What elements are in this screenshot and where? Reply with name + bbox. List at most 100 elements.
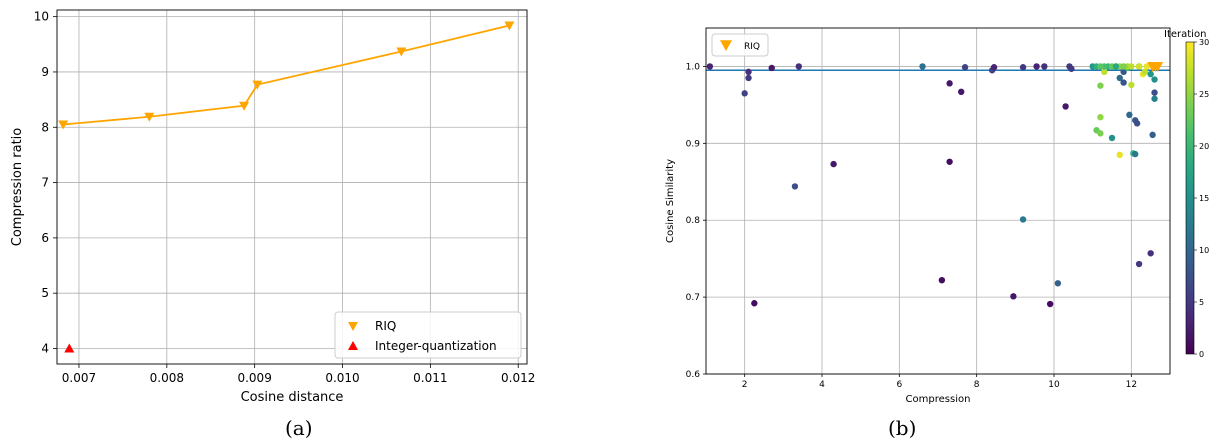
- x-tick-label-a: 0.011: [413, 371, 447, 385]
- x-tick-label-a: 0.010: [325, 371, 359, 385]
- scatter-point: [1112, 63, 1120, 70]
- scatter-point: [919, 63, 926, 70]
- y-tick-label-a: 8: [41, 120, 49, 134]
- x-tick-label-b: 4: [819, 380, 825, 390]
- x-tick-label-b: 2: [742, 380, 748, 390]
- scatter-point: [946, 158, 953, 165]
- scatter-point: [1149, 131, 1156, 139]
- riq-point: [504, 21, 515, 31]
- scatter-point: [1132, 150, 1139, 158]
- legend-a: [334, 311, 522, 359]
- colorbar-tick-label: 25: [1199, 90, 1209, 99]
- y-axis-label-b: Cosine Similarity: [665, 159, 676, 243]
- y-tick-label-b: 0.8: [686, 216, 701, 226]
- legend-label-b: RIQ: [744, 42, 760, 52]
- colorbar-tick-label: 5: [1199, 298, 1204, 307]
- scatter-point: [1033, 63, 1040, 70]
- riq-point: [58, 120, 69, 130]
- y-tick-label-a: 4: [41, 342, 49, 356]
- scatter-point: [745, 68, 752, 76]
- colorbar-label: Iteration: [1164, 29, 1206, 40]
- y-tick-label-a: 9: [41, 65, 49, 79]
- scatter-point: [1046, 300, 1054, 308]
- scatter-point: [1128, 63, 1135, 70]
- scatter-point: [958, 88, 965, 96]
- scatter-point: [1143, 63, 1151, 70]
- chart-b: 2 4 6 8 10 12 0.6 0.7 0.8 0.9 1.0 Compression Cosine…: [665, 27, 1209, 405]
- scatter-point: [1097, 130, 1104, 137]
- y-tick-label-a: 7: [41, 176, 49, 190]
- riq-point-b: [1152, 62, 1164, 72]
- scatter-point: [1116, 74, 1123, 82]
- scatter-point: [1133, 120, 1141, 127]
- scatter-point: [990, 64, 998, 71]
- x-axis-label-b: Compression: [906, 394, 971, 405]
- x-tick-label-a: 0.008: [150, 371, 184, 385]
- scatter-point: [1135, 63, 1143, 70]
- x-tick-label-b: 8: [974, 380, 980, 390]
- legend-label-a: Integer-quantization: [375, 339, 497, 353]
- y-tick-label-a: 5: [41, 286, 49, 300]
- scatter-point: [1097, 82, 1104, 89]
- scatter-point: [1097, 113, 1104, 121]
- scatter-point: [745, 74, 752, 82]
- scatter-point: [1041, 63, 1048, 70]
- scatter-point: [938, 276, 946, 284]
- scatter-point: [751, 300, 758, 307]
- plot-frame-a: [56, 9, 528, 365]
- legend-marker-a: [348, 322, 358, 331]
- scatter-point: [1135, 260, 1143, 268]
- scatter-point: [768, 64, 775, 72]
- scatter-point: [791, 183, 799, 190]
- y-tick-label-a: 6: [41, 231, 49, 245]
- scatter-point: [961, 64, 969, 71]
- scatter-point: [1126, 111, 1133, 119]
- plot-frame-b: [705, 27, 1171, 375]
- scatter-point: [1120, 63, 1127, 70]
- scatter-point: [830, 160, 837, 168]
- scatter-point: [1019, 64, 1027, 71]
- scatter-point: [1151, 76, 1158, 83]
- y-tick-label-b: 0.7: [686, 293, 700, 303]
- scatter-point: [741, 90, 748, 97]
- x-tick-label-a: 0.009: [237, 371, 271, 385]
- legend-marker-a: [348, 341, 358, 350]
- x-tick-label-a: 0.012: [501, 371, 535, 385]
- scatter-point: [946, 80, 953, 87]
- scatter-point: [1108, 134, 1116, 142]
- scatter-point: [1054, 280, 1062, 287]
- y-tick-label-a: 10: [34, 10, 49, 24]
- scatter-point: [1128, 81, 1135, 89]
- scatter-point: [1101, 68, 1108, 76]
- scatter-point: [1097, 63, 1104, 70]
- colorbar-tick-label: 10: [1199, 246, 1209, 255]
- scatter-point: [1147, 70, 1154, 78]
- colorbar-tick-label: 20: [1199, 142, 1209, 151]
- x-tick-label-b: 10: [1048, 380, 1060, 390]
- x-tick-label-a: 0.007: [62, 371, 96, 385]
- riq-point: [144, 112, 155, 122]
- scatter-point: [795, 63, 802, 70]
- colorbar-tick-label: 30: [1199, 38, 1209, 47]
- x-tick-label-b: 6: [896, 380, 902, 390]
- scatter-point: [1120, 79, 1127, 86]
- scatter-point: [1068, 65, 1075, 72]
- scatter-point: [1062, 103, 1069, 110]
- scatter-point: [1147, 250, 1154, 257]
- colorbar: [1185, 41, 1195, 355]
- scatter-point: [1151, 95, 1158, 102]
- legend-label-a: RIQ: [375, 319, 396, 333]
- scatter-point: [1019, 216, 1027, 223]
- colorbar-tick-label: 15: [1199, 194, 1209, 203]
- chart-a: 0.007 0.008 0.009 0.010 0.011 0.012 4 5 6 7 8 9 10 Co…: [10, 9, 535, 405]
- integer-quantization-point: [64, 343, 75, 353]
- scatter-point: [1010, 293, 1017, 300]
- y-tick-label-b: 0.9: [686, 139, 701, 149]
- scatter-point: [1151, 89, 1158, 96]
- x-tick-label-b: 12: [1126, 380, 1137, 390]
- scatter-point: [706, 63, 714, 70]
- y-tick-label-b: 1.0: [686, 62, 701, 72]
- riq-point: [252, 80, 263, 90]
- caption-a: (a): [285, 416, 313, 440]
